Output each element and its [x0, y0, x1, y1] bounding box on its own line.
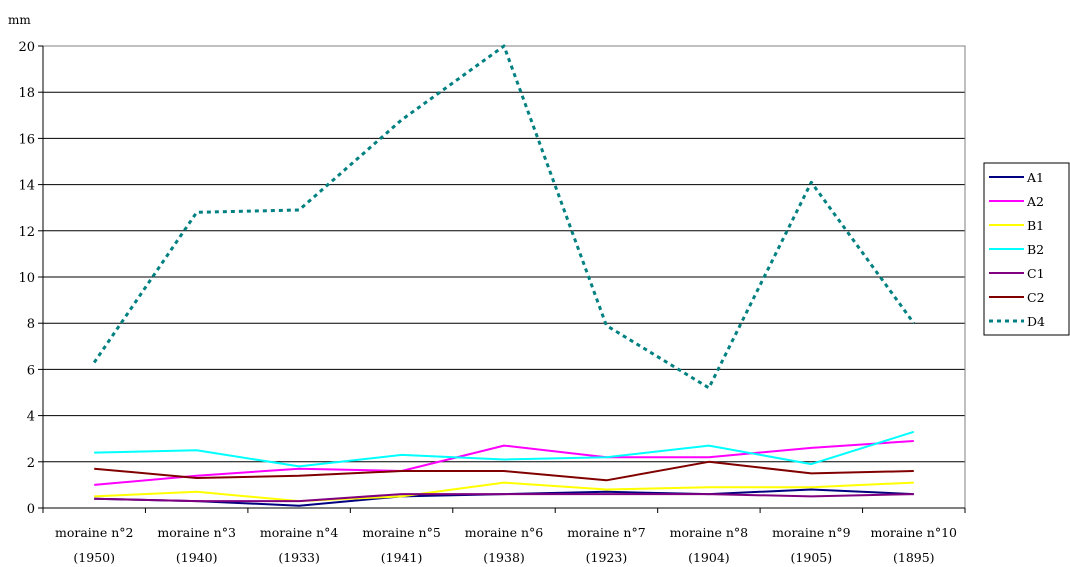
- legend-item-a1: A1: [989, 170, 1044, 185]
- x-axis: moraine n°2 (1950) moraine n°3 (1940) morain…: [42, 507, 966, 565]
- x-tick-label: (1941): [381, 550, 423, 565]
- y-tick-label: 10: [18, 271, 35, 286]
- legend-item-b1: B1: [989, 218, 1044, 233]
- series-lines: [92, 44, 916, 507]
- y-tick-label: 16: [18, 132, 35, 147]
- legend-item-a2: A2: [989, 194, 1044, 209]
- x-tick-label: moraine n°8: [670, 525, 749, 540]
- legend-label: C2: [1027, 290, 1045, 305]
- x-tick-label: (1940): [176, 550, 218, 565]
- x-tick-label: (1950): [73, 550, 115, 565]
- series-line-a2: [94, 440, 914, 486]
- x-tick-label: (1923): [586, 550, 628, 565]
- x-tick-label: moraine n°2: [55, 525, 133, 540]
- y-tick-label: 12: [18, 225, 35, 240]
- series-line-c1: [94, 493, 914, 503]
- gridlines: [42, 45, 966, 509]
- x-tick-label: (1895): [893, 550, 935, 565]
- series-line-b1: [94, 481, 914, 503]
- x-tick-label: moraine n°7: [567, 525, 646, 540]
- legend-label: B1: [1027, 218, 1044, 233]
- y-axis-unit-label: mm: [8, 13, 31, 27]
- y-tick-label: 4: [27, 410, 35, 425]
- series-line-c2: [94, 460, 914, 482]
- x-tick-label: moraine n°5: [362, 525, 440, 540]
- x-tick-label: moraine n°6: [465, 525, 544, 540]
- series-line-a1: [94, 488, 914, 507]
- legend-item-c2: C2: [989, 290, 1045, 305]
- x-tick-label: moraine n°10: [871, 525, 957, 540]
- legend-item-d4: D4: [989, 314, 1045, 329]
- y-tick-label: 14: [18, 179, 35, 194]
- x-tick-label: moraine n°4: [260, 525, 339, 540]
- y-tick-label: 20: [18, 40, 35, 55]
- x-tick-label: moraine n°3: [157, 525, 236, 540]
- legend-label: D4: [1027, 314, 1045, 329]
- legend-label: A1: [1026, 170, 1044, 185]
- legend-item-b2: B2: [989, 242, 1044, 257]
- series-line-d4: [92, 44, 916, 390]
- x-tick-label: (1933): [278, 550, 320, 565]
- y-tick-label: 6: [27, 363, 35, 378]
- y-axis: 0 2 4 6 8 10 12 14 16 18 20: [18, 40, 44, 517]
- legend-label: B2: [1027, 242, 1044, 257]
- legend-label: A2: [1026, 194, 1044, 209]
- legend-item-c1: C1: [989, 266, 1045, 281]
- x-tick-label: moraine n°9: [772, 525, 851, 540]
- y-tick-label: 18: [18, 86, 35, 101]
- legend: A1 A2 B1 B2 C1 C2 D4: [983, 162, 1070, 336]
- y-tick-label: 2: [27, 456, 35, 471]
- x-tick-label: (1904): [688, 550, 730, 565]
- series-line-b2: [94, 430, 915, 468]
- y-tick-label: 0: [27, 502, 35, 517]
- legend-label: C1: [1027, 266, 1045, 281]
- x-tick-label: (1938): [483, 550, 525, 565]
- x-tick-label: (1905): [791, 550, 833, 565]
- y-tick-label: 8: [27, 317, 35, 332]
